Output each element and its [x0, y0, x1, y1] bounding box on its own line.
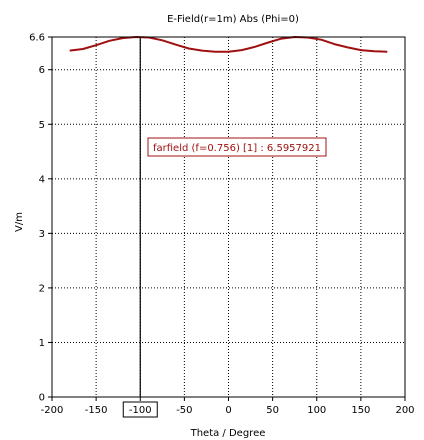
x-tick-label: 150 — [351, 405, 370, 416]
y-tick-label: 2 — [39, 283, 45, 294]
readout-annotation-text: farfield (f=0.756) [1] : 6.5957921 — [153, 143, 321, 154]
readout-annotation-box[interactable]: farfield (f=0.756) [1] : 6.5957921 — [147, 137, 327, 157]
y-tick-label: 6.6 — [29, 33, 45, 44]
y-tick-label: 3 — [39, 229, 45, 240]
x-tick-label: -200 — [41, 405, 64, 416]
x-tick-label: -50 — [176, 405, 192, 416]
series-line — [69, 36, 388, 53]
chart-title: E-Field(r=1m) Abs (Phi=0) — [167, 14, 299, 25]
theta-marker-label-box[interactable]: -100 — [122, 401, 158, 418]
y-tick-label: 6 — [39, 65, 45, 76]
x-tick-label: 200 — [395, 405, 414, 416]
x-tick-label: 100 — [307, 405, 326, 416]
series-layer — [69, 36, 388, 53]
y-tick-label: 4 — [39, 174, 45, 185]
y-axis-title: V/m — [14, 212, 25, 232]
theta-marker-label: -100 — [129, 405, 152, 416]
y-tick-label: 5 — [39, 120, 45, 131]
y-tick-label: 1 — [39, 338, 45, 349]
x-axis-title: Theta / Degree — [190, 428, 266, 439]
y-tick-label: 0 — [39, 393, 45, 404]
grid-layer — [52, 37, 405, 397]
x-tick-label: 50 — [266, 405, 279, 416]
x-tick-label: 0 — [225, 405, 231, 416]
x-tick-label: -150 — [85, 405, 108, 416]
axis-layer: -200 -150 -50 0 50 100 150 200 0 1 2 3 4 5 6 6.6 — [29, 33, 414, 417]
